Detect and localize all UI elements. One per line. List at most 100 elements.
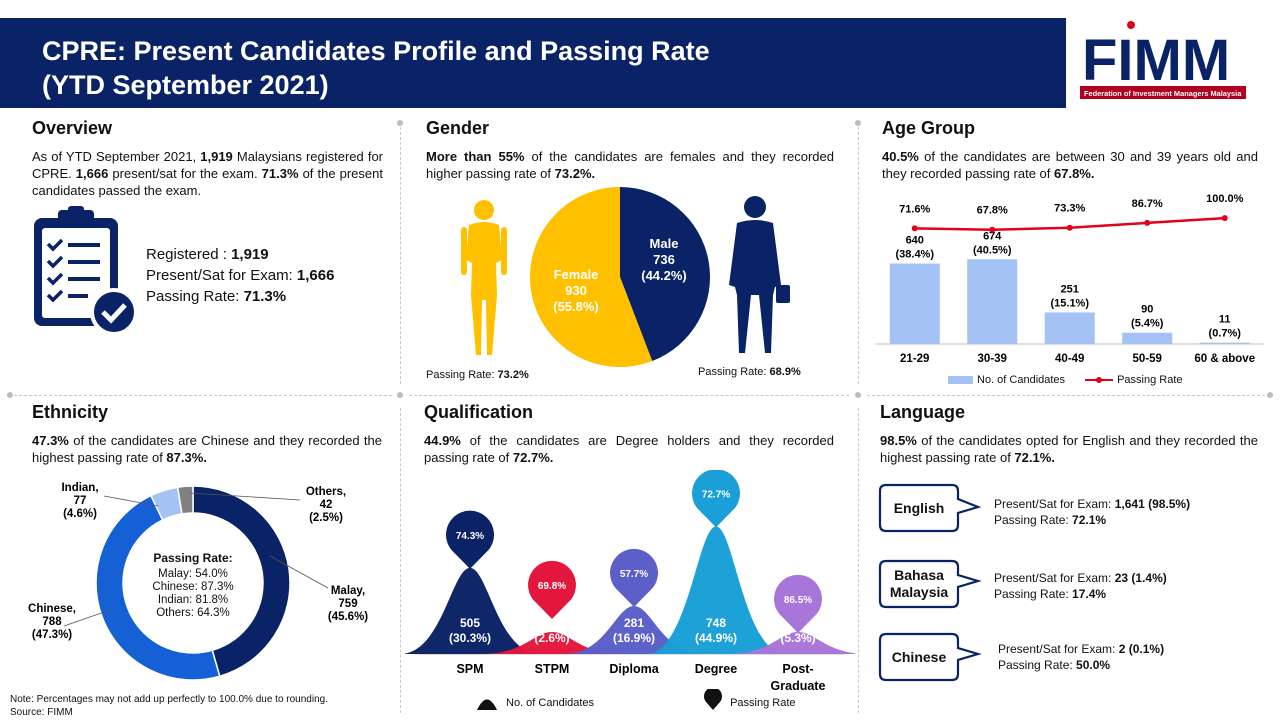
qual-rate-label: 57.7% (620, 569, 648, 580)
center-line-others: Others: 64.3% (156, 607, 230, 619)
qual-mountain (646, 526, 786, 654)
label-malay-pct: (45.6%) (328, 611, 368, 623)
qual-count: 43 (545, 616, 559, 630)
label-chinese-count: 788 (42, 616, 62, 628)
donut-slice-others (176, 485, 194, 515)
qual-mountain (728, 632, 855, 654)
qual-mountain (405, 567, 540, 654)
age-bar-value: 11 (1219, 314, 1231, 326)
divider-dot (7, 392, 13, 398)
female-figure-icon (461, 200, 507, 355)
center-title: Passing Rate: (153, 551, 232, 565)
qual-category-label: Degree (695, 662, 737, 676)
chinese-bubble: Chinese (878, 632, 988, 682)
divider-v4 (858, 408, 859, 713)
age-text: 40.5% of the candidates are between 30 a… (882, 149, 1258, 181)
age-bar-percent: (5.4%) (1131, 318, 1164, 330)
passing-rate-point (1066, 224, 1073, 231)
female-pct: (55.8%) (553, 299, 599, 314)
qual-rate-pin (610, 548, 658, 608)
legend-pin-icon (704, 689, 723, 710)
age-chart: 640 (38.4%) 21-29 674 (40.5%) 30-39 251 (15.1%)… (876, 193, 1264, 365)
passing-rate-label: 100.0% (1206, 193, 1244, 205)
overview-title: Overview (32, 118, 113, 138)
qual-percent: (5.3%) (780, 631, 815, 645)
female-passing-rate: Passing Rate: 73.2% (426, 369, 529, 381)
age-bar-value: 640 (906, 235, 924, 247)
age-tick-label: 40-49 (1055, 353, 1084, 365)
qual-rate-pin (528, 560, 576, 619)
qual-count: 281 (624, 616, 644, 630)
qual-category-label: STPM (535, 662, 570, 676)
qual-legend: No. of Candidates Passing Rate (476, 689, 796, 711)
donut-slice-malay (192, 485, 291, 678)
age-legend: No. of Candidates Passing Rate (948, 374, 1183, 386)
age-bar (967, 259, 1018, 344)
language-title: Language (880, 402, 966, 422)
note-text: Note: Percentages may not add up perfect… (10, 694, 328, 705)
divider-dot (855, 120, 861, 126)
chinese-stats: Present/Sat for Exam: 2 (0.1%) Passing R… (998, 642, 1165, 672)
source-text: Source: FIMM (10, 707, 73, 718)
fimm-logo: FIMM Federation of Investment Managers M… (1080, 20, 1250, 102)
age-bar-percent: (15.1%) (1050, 297, 1089, 309)
label-others-count: 42 (320, 499, 333, 511)
qual-rate-pin (692, 470, 740, 528)
age-tick-label: 21-29 (900, 353, 929, 365)
header-banner (0, 18, 1066, 108)
logo-dot-icon (1127, 21, 1135, 29)
overview-stats: Registered : 1,919 Present/Sat for Exam:… (146, 244, 334, 307)
qual-percent: (44.9%) (695, 631, 737, 645)
bahasa-bubble: Bahasa Malaysia (878, 559, 988, 609)
label-indian-count: 77 (74, 495, 87, 507)
divider-v3 (858, 122, 859, 384)
qual-percent: (2.6%) (534, 631, 569, 645)
age-bar (889, 263, 940, 344)
english-bubble: English (878, 483, 988, 533)
age-bar (1199, 342, 1250, 344)
divider-v2 (400, 408, 401, 713)
label-others-pct: (2.5%) (309, 512, 343, 524)
overview-text: As of YTD September 2021, 1,919 Malaysia… (32, 149, 384, 198)
age-bar-value: 90 (1141, 304, 1153, 316)
center-line-chinese: Chinese: 87.3% (152, 581, 233, 593)
male-pct: (44.2%) (641, 268, 687, 283)
center-line-malay: Malay: 54.0% (158, 568, 228, 580)
label-others-name: Others, (306, 486, 346, 498)
qualification-chart: 505(30.3%) 74.3% SPM 43(2.6%) 69.8% STPM 281(1… (405, 470, 855, 693)
passing-rate-point (1144, 219, 1151, 226)
qual-rate-label: 69.8% (538, 581, 566, 592)
qual-category-label: SPM (456, 662, 483, 676)
age-tick-label: 30-39 (978, 353, 1007, 365)
qual-count: 748 (706, 616, 726, 630)
qualification-title: Qualification (424, 402, 534, 422)
bahasa-stats: Present/Sat for Exam: 23 (1.4%) Passing … (994, 571, 1167, 601)
divider-h1 (14, 395, 392, 396)
legend-rate-label: Passing Rate (1117, 374, 1183, 386)
gender-chart: Female 930 (55.8%) Male 736 (44.2%) (461, 187, 790, 367)
divider-dot (855, 392, 861, 398)
age-bar-percent: (0.7%) (1209, 328, 1242, 340)
legend-mountain-icon (477, 699, 497, 710)
legend-line-swatch (1085, 377, 1114, 383)
qual-rate-label: 72.7% (702, 489, 730, 500)
pie-slice-female (530, 187, 653, 367)
passing-rate-label: 67.8% (977, 205, 1008, 217)
clipboard-checklist-icon (30, 206, 140, 336)
stat-present: Present/Sat for Exam: 1,666 (146, 267, 335, 284)
qual-count: 505 (460, 616, 480, 630)
pie-slice-male (620, 187, 710, 362)
passing-rate-point (911, 225, 918, 232)
logo-subtitle: Federation of Investment Managers Malays… (1084, 89, 1242, 98)
legend-candidates-label: No. of Candidates (506, 697, 595, 709)
legend-candidates-label: No. of Candidates (977, 374, 1066, 386)
legend-bar-swatch (948, 376, 973, 384)
label-indian-pct: (4.6%) (63, 508, 97, 520)
male-label: Male (650, 236, 679, 251)
bahasa-label: Bahasa Malaysia (889, 567, 949, 600)
english-stats: Present/Sat for Exam: 1,641 (98.5%) Pass… (994, 497, 1191, 527)
donut-slice-chinese (95, 494, 221, 681)
female-label: Female (554, 267, 599, 282)
language-text: 98.5% of the candidates opted for Englis… (880, 433, 1258, 465)
divider-dot (397, 120, 403, 126)
